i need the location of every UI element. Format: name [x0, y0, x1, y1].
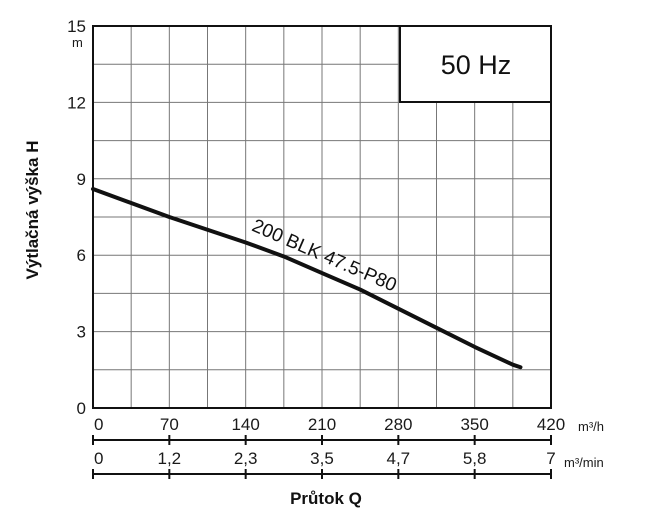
x-axis-secondary-tick-label: 7 [546, 449, 555, 468]
x-axis-secondary-tick-label: 5,8 [463, 449, 487, 468]
x-axis-primary-tick-label: 350 [460, 415, 488, 434]
y-tick-label: 15 [67, 17, 86, 36]
x-axis-secondary-unit: m³/min [564, 455, 604, 470]
y-axis-ticks: 0 3 6 9 12 15 [67, 17, 86, 418]
frequency-label: 50 Hz [441, 50, 512, 80]
x-axis-secondary-ticks: 0 1,2 2,3 3,5 4,7 5,8 7 [92, 449, 556, 479]
x-axis-title: Průtok Q [290, 489, 362, 508]
x-axis-primary-tick-label: 210 [308, 415, 336, 434]
chart-series: 200 BLK 47.5-P80 [91, 186, 523, 370]
series-label: 200 BLK 47.5-P80 [249, 216, 400, 297]
x-axis-secondary-tick-label: 0 [94, 449, 103, 468]
x-axis-primary-tick-label: 70 [160, 415, 179, 434]
plot-frame [92, 25, 552, 409]
frequency-box [399, 25, 552, 103]
y-axis-title: Výtlačná výška H [23, 141, 42, 280]
y-tick-label: 3 [77, 323, 86, 342]
x-axis-primary-tick-label: 420 [537, 415, 565, 434]
y-tick-label: 0 [77, 399, 86, 418]
y-tick-label: 6 [77, 246, 86, 265]
x-axis-secondary-tick-label: 4,7 [387, 449, 411, 468]
x-axis-primary-ticks: 0 70 140 210 280 350 420 [92, 415, 565, 445]
x-axis-primary-tick-label: 140 [231, 415, 259, 434]
x-axis-primary-tick-label: 0 [94, 415, 103, 434]
y-axis-unit: m [72, 35, 83, 50]
y-tick-label: 9 [77, 170, 86, 189]
series-line [91, 186, 523, 370]
x-axis-secondary-tick-label: 1,2 [158, 449, 182, 468]
y-tick-label: 12 [67, 93, 86, 112]
x-axis-secondary-tick-label: 3,5 [310, 449, 334, 468]
x-axis-primary-unit: m³/h [578, 419, 604, 434]
x-axis-primary-tick-label: 280 [384, 415, 412, 434]
x-axis-secondary-tick-label: 2,3 [234, 449, 258, 468]
